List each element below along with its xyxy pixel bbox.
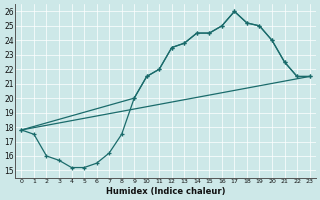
X-axis label: Humidex (Indice chaleur): Humidex (Indice chaleur) (106, 187, 225, 196)
